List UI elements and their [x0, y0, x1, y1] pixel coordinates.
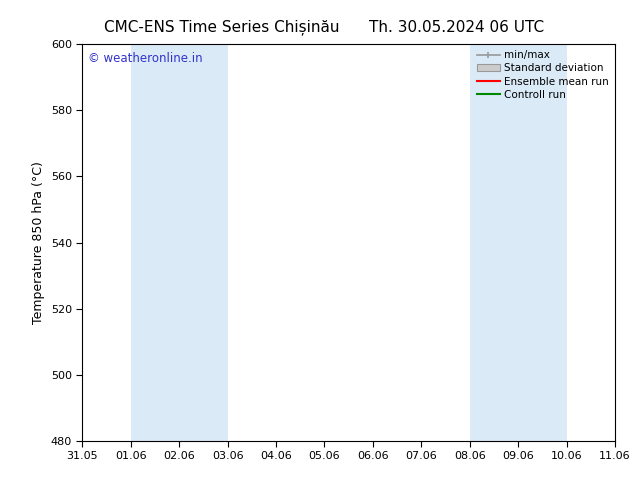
Text: © weatheronline.in: © weatheronline.in [87, 52, 202, 65]
Bar [470, 44, 518, 441]
Text: Th. 30.05.2024 06 UTC: Th. 30.05.2024 06 UTC [369, 20, 544, 35]
Bar [179, 44, 228, 441]
Legend: min/max, Standard deviation, Ensemble mean run, Controll run: min/max, Standard deviation, Ensemble me… [473, 46, 613, 104]
Bar [518, 44, 567, 441]
Bar [131, 44, 179, 441]
Text: CMC-ENS Time Series Chișinău: CMC-ENS Time Series Chișinău [104, 20, 340, 35]
Y-axis label: Temperature 850 hPa (°C): Temperature 850 hPa (°C) [32, 161, 45, 324]
